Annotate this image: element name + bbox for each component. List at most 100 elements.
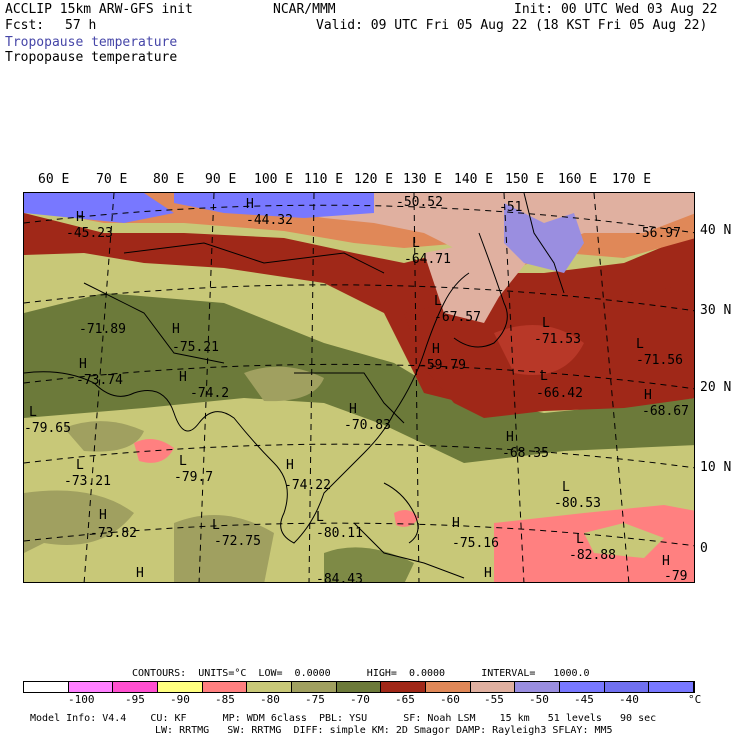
colorbar-swatch [560, 682, 605, 692]
extremum-label-value: -72.75 [214, 534, 261, 549]
colorbar-tick: -75 [305, 693, 325, 706]
extremum-label-value: -45.23 [66, 226, 113, 241]
colorbar-tick: -90 [170, 693, 190, 706]
extremum-label-value: -82.88 [569, 548, 616, 563]
lat-label: 10 N [700, 460, 732, 475]
lon-label: 170 E [612, 172, 652, 187]
lon-label: 150 E [505, 172, 545, 187]
extremum-label-sym: L [434, 294, 442, 309]
extremum-label-sym: H [432, 342, 440, 357]
extremum-label-sym: H [506, 430, 514, 445]
lon-label: 70 E [96, 172, 128, 187]
extremum-label-sym: L [179, 454, 187, 469]
colorbar-swatch [113, 682, 159, 692]
extremum-label-sym: H [76, 210, 84, 225]
extremum-label-sym: H [136, 566, 144, 581]
colorbar-tick: -95 [125, 693, 145, 706]
lon-label: 80 E [153, 172, 185, 187]
extremum-label-value: -80.11 [316, 526, 363, 541]
lat-label: 40 N [700, 223, 732, 238]
colorbar-swatch [158, 682, 203, 692]
extremum-label-value: -74.2 [190, 386, 230, 401]
lon-label: 110 E [304, 172, 344, 187]
colorbar-swatch [649, 682, 695, 692]
colorbar-swatch [604, 682, 650, 692]
extremum-label-value: -75.21 [172, 340, 219, 355]
contours-info: CONTOURS: UNITS=°C LOW= 0.0000 HIGH= 0.0… [132, 668, 590, 679]
extremum-label-sym: H [452, 516, 460, 531]
colorbar-swatch [247, 682, 293, 692]
colorbar-tick: -45 [574, 693, 594, 706]
extremum-label-value: -80.53 [554, 496, 601, 511]
colorbar-swatch [68, 682, 114, 692]
extremum-label-value: -70.83 [344, 418, 391, 433]
field-title-secondary: Tropopause temperature [5, 50, 178, 65]
extremum-label-sym: L [412, 236, 420, 251]
extremum-label-sym: L [29, 405, 37, 420]
colorbar-swatch [292, 682, 337, 692]
extremum-label-value: -84.43 [316, 572, 363, 583]
extremum-label-value: -51 [499, 200, 523, 215]
colorbar-swatch [24, 682, 69, 692]
organization: NCAR/MMM [273, 2, 336, 17]
extremum-label-value: -71.89 [79, 322, 126, 337]
colorbar-swatch [470, 682, 516, 692]
colorbar-tick: -85 [215, 693, 235, 706]
extremum-label-sym: H [286, 458, 294, 473]
map-fill [24, 193, 694, 582]
colorbar-tick: -50 [529, 693, 549, 706]
extremum-label-sym: L [76, 458, 84, 473]
colorbar-tick: -55 [484, 693, 504, 706]
colorbar-swatch [426, 682, 471, 692]
forecast-hours: 57 h [65, 18, 97, 33]
extremum-label-value: -73.82 [90, 526, 137, 541]
extremum-label-value: -73.74 [76, 373, 123, 388]
lon-label: 130 E [403, 172, 443, 187]
colorbar-tick: -70 [350, 693, 370, 706]
model-info-line-2: LW: RRTMG SW: RRTMG DIFF: simple KM: 2D … [155, 725, 613, 736]
model-info-line-1: Model Info: V4.4 CU: KF MP: WDM 6class P… [30, 713, 657, 724]
colorbar-swatch [202, 682, 248, 692]
extremum-label-sym: H [662, 554, 670, 569]
colorbar-tick: -80 [260, 693, 280, 706]
lon-label: 60 E [38, 172, 70, 187]
extremum-label-sym: H [246, 197, 254, 212]
extremum-label-value: -68.35 [502, 446, 549, 461]
lon-label: 140 E [454, 172, 494, 187]
extremum-label-value: -79 [664, 569, 688, 583]
valid-time: Valid: 09 UTC Fri 05 Aug 22 (18 KST Fri … [316, 18, 708, 33]
extremum-label-value: -64.71 [404, 252, 451, 267]
lat-label: 0 [700, 541, 708, 556]
colorbar-swatch [381, 682, 427, 692]
extremum-label-sym: H [179, 370, 187, 385]
extremum-label-sym: H [172, 322, 180, 337]
colorbar-tick: -100 [68, 693, 95, 706]
extremum-label-sym: L [542, 316, 550, 331]
extremum-label-value: -59.79 [419, 358, 466, 373]
extremum-label-value: -66.42 [536, 386, 583, 401]
extremum-label-sym: L [540, 369, 548, 384]
extremum-label-sym: H [484, 566, 492, 581]
lon-label: 100 E [254, 172, 294, 187]
lon-label: 120 E [354, 172, 394, 187]
model-title: ACCLIP 15km ARW-GFS init [5, 2, 193, 17]
extremum-label-value: -50.52 [396, 195, 443, 210]
field-title-primary: Tropopause temperature [5, 35, 178, 50]
lat-label: 30 N [700, 303, 732, 318]
extremum-label-value: -74.22 [284, 478, 331, 493]
extremum-label-sym: H [99, 508, 107, 523]
extremum-label-value: -73.21 [64, 474, 111, 489]
extremum-label-sym: L [576, 532, 584, 547]
extremum-label-value: -79.65 [24, 421, 71, 436]
lat-label: 20 N [700, 380, 732, 395]
colorbar-swatch [336, 682, 382, 692]
colorbar [23, 681, 695, 693]
lon-label: 90 E [205, 172, 237, 187]
extremum-label-sym: H [349, 402, 357, 417]
extremum-label-sym: L [636, 337, 644, 352]
extremum-label-value: -71.53 [534, 332, 581, 347]
init-time: Init: 00 UTC Wed 03 Aug 22 [514, 2, 718, 17]
extremum-label-sym: H [644, 388, 652, 403]
extremum-label-value: -79.7 [174, 470, 214, 485]
colorbar-units: °C [688, 693, 702, 706]
